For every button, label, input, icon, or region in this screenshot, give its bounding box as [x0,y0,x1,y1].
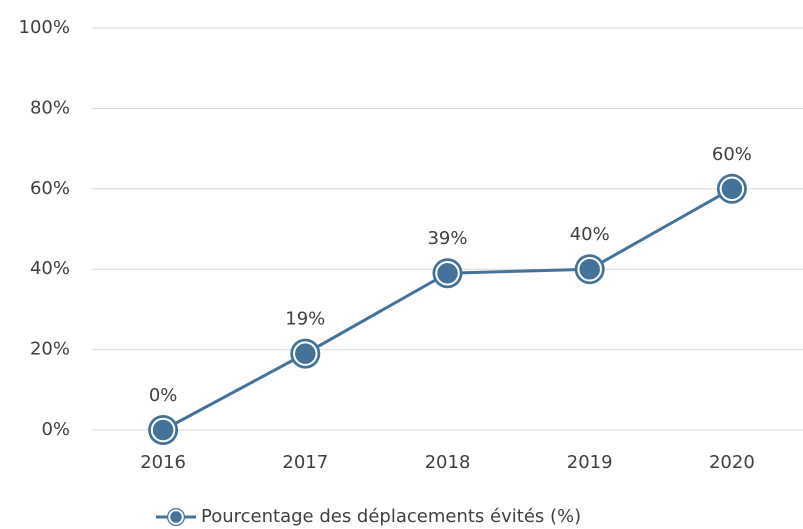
marker [167,508,185,526]
y-tick-label: 0% [41,419,70,440]
data-label: 19% [285,309,325,330]
x-tick-label: 2018 [425,452,471,473]
line [162,187,733,432]
marker [148,415,179,445]
marker [290,338,321,369]
legend-label: Pourcentage des déplacements évités (%) [201,506,581,527]
data-label: 39% [427,228,467,249]
y-tick-label: 20% [30,339,70,360]
data-label: 0% [149,385,178,406]
x-tick-label: 2017 [282,452,328,473]
marker [432,258,463,289]
marker [574,254,605,285]
x-tick-label: 2020 [709,452,755,473]
y-tick-label: 100% [19,17,70,38]
marker [716,173,747,204]
data-label: 60% [712,144,752,165]
x-tick-label: 2016 [140,452,186,473]
y-tick-label: 40% [30,258,70,279]
x-tick-label: 2019 [567,452,613,473]
y-tick-label: 60% [30,178,70,199]
y-tick-label: 80% [30,97,70,118]
data-label: 40% [570,224,610,245]
